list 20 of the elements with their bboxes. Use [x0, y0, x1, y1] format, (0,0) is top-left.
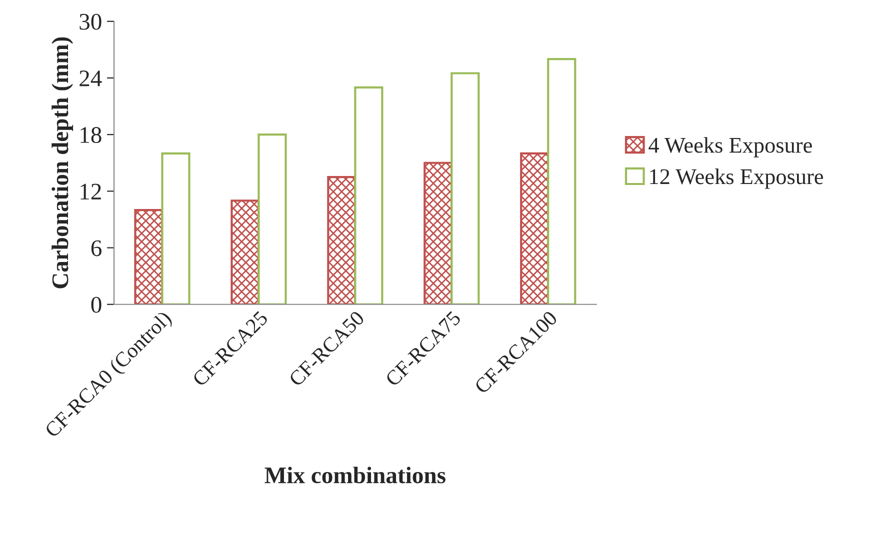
bar [161, 152, 190, 304]
y-tick-label: 18 [80, 127, 102, 143]
bar [354, 86, 384, 304]
y-axis-title: Carbonation depth (mm) [52, 37, 74, 288]
y-tick-label: 6 [91, 240, 102, 256]
y-tick-label: 0 [91, 296, 102, 313]
bar [258, 134, 287, 304]
legend-label: 4 Weeks Exposure [648, 137, 812, 158]
bar [424, 162, 453, 304]
bar [327, 176, 356, 304]
bar [230, 200, 260, 304]
y-tick-label: 30 [80, 14, 102, 30]
bar [547, 58, 576, 304]
y-tick-label: 12 [80, 184, 101, 200]
x-axis-title: Mix combinations [264, 466, 446, 484]
legend-label: 12 Weeks Exposure [650, 168, 824, 189]
bar [134, 208, 164, 304]
bar [520, 152, 550, 304]
y-tick-label: 24 [80, 70, 102, 86]
bar [450, 72, 480, 304]
